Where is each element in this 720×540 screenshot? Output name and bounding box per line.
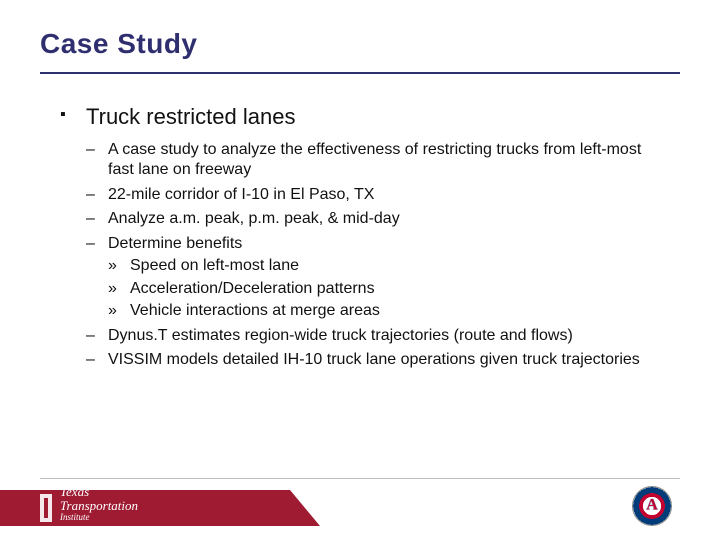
lvl3-item: Vehicle interactions at merge areas xyxy=(108,301,670,321)
lvl3-text: Acceleration/Deceleration patterns xyxy=(130,280,375,297)
lvl2-text: 22-mile corridor of I-10 in El Paso, TX xyxy=(108,186,374,203)
lvl2-item: Determine benefits Speed on left-most la… xyxy=(86,234,670,322)
lvl2-text: Determine benefits xyxy=(108,235,242,252)
bullet-list-lvl1: Truck restricted lanes A case study to a… xyxy=(60,104,670,371)
tti-line3: Institute xyxy=(60,512,90,522)
bullet-list-lvl3: Speed on left-most lane Acceleration/Dec… xyxy=(108,256,670,321)
ua-ring: A xyxy=(632,486,672,526)
lvl1-text: Truck restricted lanes xyxy=(86,104,295,129)
lvl3-item: Speed on left-most lane xyxy=(108,256,670,276)
footer-banner-slope xyxy=(290,490,320,526)
lvl2-text: Dynus.T estimates region-wide truck traj… xyxy=(108,327,573,344)
tti-text: Texas Transportation Institute xyxy=(60,485,138,522)
lvl2-text: A case study to analyze the effectivenes… xyxy=(108,141,641,178)
ua-logo-icon: A xyxy=(632,486,672,526)
lvl2-text: Analyze a.m. peak, p.m. peak, & mid-day xyxy=(108,210,400,227)
lvl3-item: Acceleration/Deceleration patterns xyxy=(108,279,670,299)
lvl2-item: VISSIM models detailed IH-10 truck lane … xyxy=(86,350,670,370)
lvl3-text: Vehicle interactions at merge areas xyxy=(130,302,380,319)
slide-title: Case Study xyxy=(40,28,680,60)
slide: Case Study Truck restricted lanes A case… xyxy=(0,0,720,540)
lvl3-text: Speed on left-most lane xyxy=(130,257,299,274)
lvl2-item: 22-mile corridor of I-10 in El Paso, TX xyxy=(86,185,670,205)
ua-letter: A xyxy=(646,497,658,515)
lvl2-item: Dynus.T estimates region-wide truck traj… xyxy=(86,326,670,346)
lvl2-text: VISSIM models detailed IH-10 truck lane … xyxy=(108,351,640,368)
content-area: Truck restricted lanes A case study to a… xyxy=(0,74,720,371)
lvl1-item: Truck restricted lanes A case study to a… xyxy=(60,104,670,371)
footer: Texas Transportation Institute A xyxy=(0,478,720,526)
bullet-list-lvl2: A case study to analyze the effectivenes… xyxy=(86,140,670,371)
lvl2-item: Analyze a.m. peak, p.m. peak, & mid-day xyxy=(86,209,670,229)
title-wrap: Case Study xyxy=(0,0,720,66)
footer-rule xyxy=(40,478,680,479)
tti-logo-icon xyxy=(40,494,52,522)
lvl2-item: A case study to analyze the effectivenes… xyxy=(86,140,670,181)
